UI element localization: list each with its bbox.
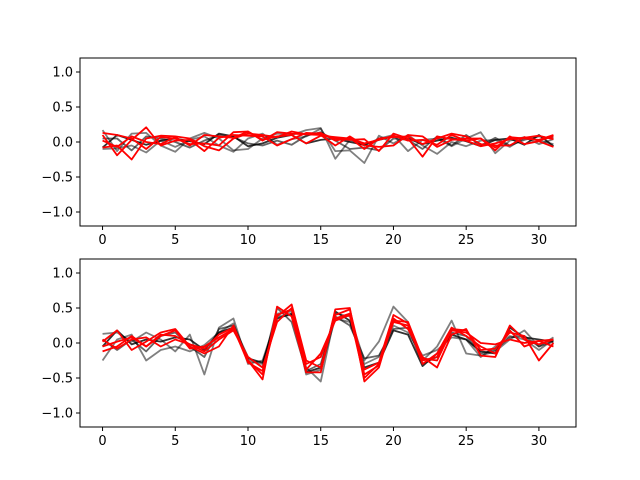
y-tick-label: 1.0 — [52, 267, 73, 282]
x-tick-label: 15 — [312, 233, 329, 248]
x-tick-label: 5 — [171, 233, 179, 248]
series-group — [101, 303, 555, 383]
x-tick-label: 0 — [98, 233, 106, 248]
red-series-line-7 — [102, 130, 554, 148]
x-tick-label: 30 — [531, 233, 548, 248]
x-tick-label: 30 — [531, 434, 548, 449]
y-tick-label: −1.0 — [41, 407, 73, 422]
x-tick-label: 10 — [240, 434, 257, 449]
x-tick-label: 10 — [240, 233, 257, 248]
y-tick-label: 0.5 — [52, 302, 73, 317]
x-tick-label: 20 — [385, 434, 402, 449]
y-tick-label: 0.5 — [52, 101, 73, 116]
y-tick-label: 0.0 — [52, 337, 73, 352]
red-series-line-5 — [102, 303, 554, 376]
x-tick-label: 5 — [171, 434, 179, 449]
x-tick-label: 0 — [98, 434, 106, 449]
y-tick-label: −0.5 — [41, 171, 73, 186]
x-tick-label: 25 — [458, 233, 475, 248]
bottom-subplot: 0 5 10 15 20 25 30 −1.0 −0.5 0.0 0.5 1.0 — [41, 258, 577, 449]
series-group — [101, 126, 554, 164]
y-tick-label: 0.0 — [52, 136, 73, 151]
x-tick-label: 20 — [385, 233, 402, 248]
y-tick-label: −1.0 — [41, 206, 73, 221]
black-series-line-0 — [101, 127, 554, 160]
x-tick-label: 15 — [312, 434, 329, 449]
y-tick-label: 1.0 — [52, 66, 73, 81]
y-tick-label: −0.5 — [41, 372, 73, 387]
x-tick-label: 25 — [458, 434, 475, 449]
red-series-line-6 — [102, 130, 554, 161]
red-series-line-7 — [102, 307, 554, 376]
top-subplot: 0 5 10 15 20 25 30 −1.0 −0.5 0.0 0.5 1.0 — [41, 57, 577, 248]
